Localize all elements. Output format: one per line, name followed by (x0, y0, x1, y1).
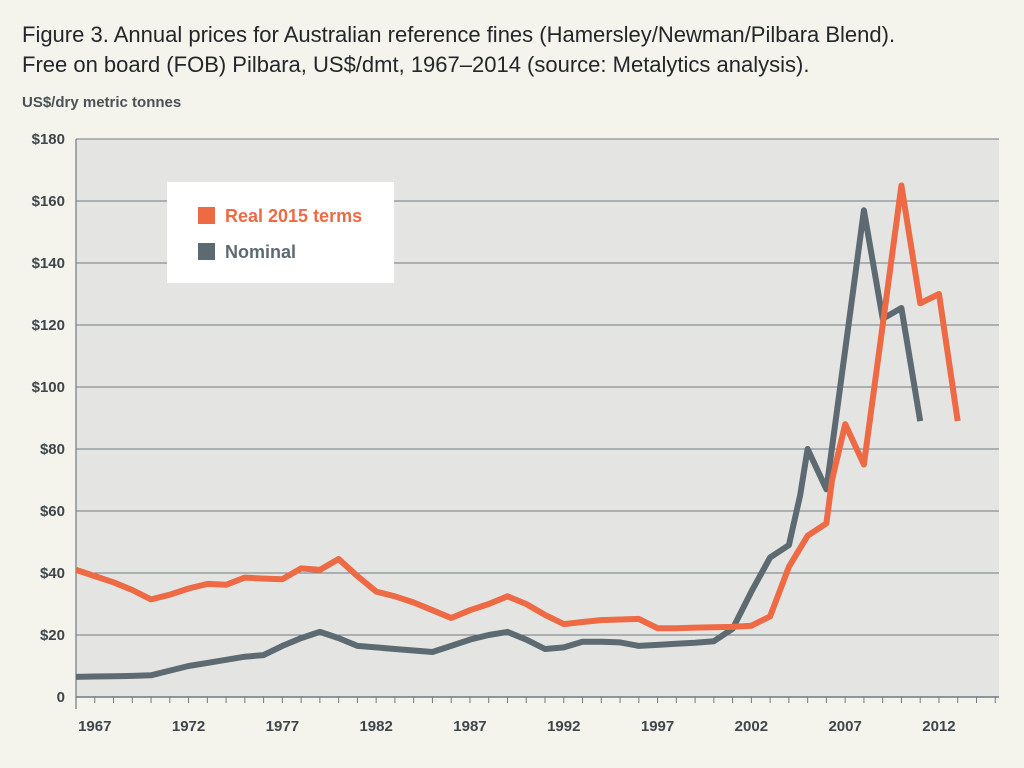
series-line-real-2015-terms (75, 182, 961, 632)
y-axis-ticks: 0 $20 $40 $60 $80 $100 $120 $140 $160 $180 (32, 131, 65, 706)
x-tick-label: 1992 (547, 718, 580, 735)
legend-swatch (198, 243, 215, 260)
y-tick-label: $120 (32, 317, 65, 334)
legend-swatch (198, 207, 215, 224)
x-tick-label: 1997 (641, 718, 674, 735)
x-tick-label: 2002 (735, 718, 768, 735)
x-axis-ticks: 1967 1972 1977 1982 1987 1992 1997 2002 2007 2012 (78, 697, 996, 735)
y-tick-label: $40 (40, 565, 65, 582)
x-tick-label: 2007 (828, 718, 861, 735)
series-lines (75, 182, 961, 680)
y-tick-label: $180 (32, 131, 65, 148)
chart-title-line-2: Free on board (FOB) Pilbara, US$/dmt, 19… (22, 52, 810, 77)
x-tick-label: 1982 (359, 718, 392, 735)
gridlines (75, 138, 999, 709)
y-tick-label: $20 (40, 627, 65, 644)
legend-label: Nominal (225, 242, 296, 262)
chart-title-line-1: Figure 3. Annual prices for Australian r… (22, 22, 896, 47)
y-tick-label: $80 (40, 441, 65, 458)
chart-title: Figure 3. Annual prices for Australian r… (22, 20, 1012, 80)
x-tick-label: 2012 (922, 718, 955, 735)
y-tick-label: $60 (40, 503, 65, 520)
x-tick-label: 1977 (266, 718, 299, 735)
x-tick-label: 1967 (78, 718, 111, 735)
legend-box (167, 182, 394, 283)
legend-label: Real 2015 terms (225, 206, 362, 226)
y-tick-label: 0 (57, 689, 65, 706)
x-tick-label: 1972 (172, 718, 205, 735)
y-axis-label: US$/dry metric tonnes (22, 94, 182, 111)
x-tick-label: 1987 (453, 718, 486, 735)
series-line-nominal (75, 207, 924, 680)
legend: Real 2015 terms Nominal (167, 182, 394, 283)
y-tick-label: $140 (32, 255, 65, 272)
y-tick-label: $100 (32, 379, 65, 396)
y-tick-label: $160 (32, 193, 65, 210)
